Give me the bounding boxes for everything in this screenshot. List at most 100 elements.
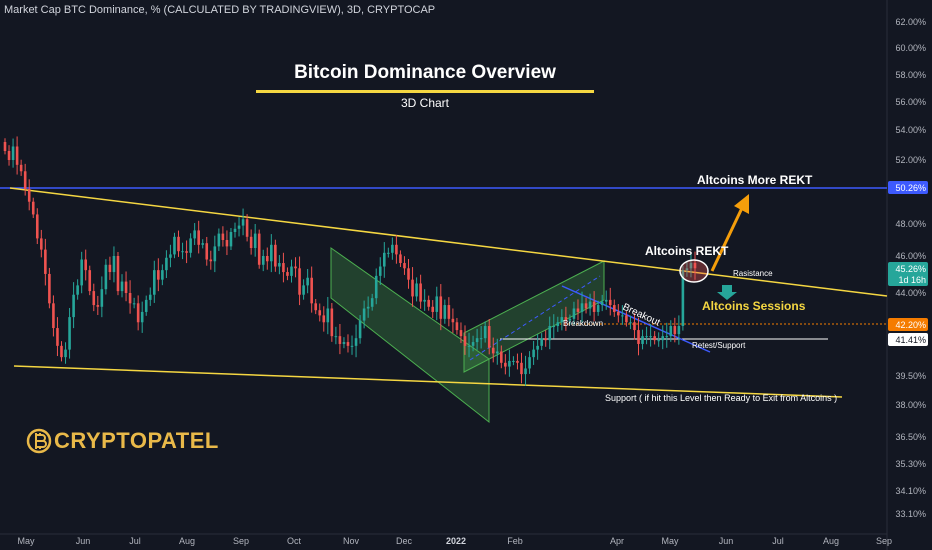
candle-up	[217, 233, 221, 247]
candle-up	[104, 264, 108, 290]
descending-channel	[330, 247, 490, 424]
x-tick: Aug	[823, 536, 839, 546]
candle-up	[532, 349, 535, 358]
breakout-trendline	[561, 285, 711, 353]
candle-up	[479, 338, 483, 340]
x-tick: Sep	[876, 536, 892, 546]
candle-down	[209, 259, 213, 262]
channel-dashed-line	[469, 275, 601, 361]
candle-up	[604, 299, 608, 302]
candle-up	[548, 326, 552, 341]
candle-up	[358, 320, 362, 339]
candle-up	[334, 336, 338, 338]
candle-down	[403, 263, 406, 269]
y-tick: 39.50%	[895, 371, 926, 381]
candle-down	[310, 277, 313, 304]
candle-up	[387, 252, 390, 254]
candle-down	[44, 249, 47, 274]
candle-up	[415, 283, 418, 297]
candle-up	[278, 263, 281, 267]
candle-up	[580, 303, 584, 312]
annotation-altcoins-more-rekt: Altcoins More REKT	[697, 173, 813, 187]
annotation-support: Support ( if hit this Level then Ready t…	[605, 393, 837, 403]
candle-up	[213, 246, 217, 262]
candle-up	[350, 345, 354, 347]
candle-up	[681, 270, 685, 327]
candle-down	[608, 299, 612, 306]
candle-up	[189, 238, 192, 253]
candle-down	[124, 281, 128, 293]
candle-up	[378, 266, 382, 276]
x-tick: 2022	[446, 536, 466, 546]
y-tick: 54.00%	[895, 125, 926, 135]
candle-down	[88, 270, 92, 292]
candle-down	[625, 315, 628, 323]
annotation-resistance: Rasistance	[733, 269, 773, 278]
candle-up	[306, 277, 309, 286]
candle-down	[96, 305, 100, 307]
candle-down	[249, 236, 253, 248]
x-tick: Jun	[76, 536, 91, 546]
candle-up	[80, 259, 83, 286]
candle-down	[395, 244, 398, 255]
candle-down	[653, 336, 656, 341]
candle-down	[322, 315, 326, 323]
candle-down	[491, 347, 495, 354]
candle-up	[540, 338, 543, 346]
y-tick: 35.30%	[895, 459, 926, 469]
candle-up	[370, 298, 374, 307]
candle-up	[173, 236, 176, 255]
candle-up	[621, 315, 624, 317]
time-axis: May Jun Jul Aug Sep Oct Nov Dec 2022 Feb…	[17, 536, 892, 546]
y-tick: 33.10%	[895, 509, 926, 519]
candle-down	[330, 308, 334, 337]
candle-down	[673, 326, 677, 335]
candle-down	[617, 311, 620, 316]
lower-trendline	[13, 365, 843, 398]
more-rekt-arrow-shaft	[710, 207, 744, 272]
x-tick: Oct	[287, 536, 302, 546]
candle-up	[649, 336, 652, 338]
candle-up	[302, 285, 305, 295]
candle-down	[136, 303, 140, 323]
candle-down	[504, 362, 507, 367]
brand-logo: CRYPTOPATEL	[26, 424, 219, 458]
candle-down	[427, 299, 430, 307]
y-tick: 52.00%	[895, 155, 926, 165]
candle-up	[443, 305, 447, 319]
candle-down	[463, 336, 467, 346]
y-tick: 62.00%	[895, 17, 926, 27]
y-tick: 38.00%	[895, 400, 926, 410]
candle-down	[15, 146, 19, 165]
candle-up	[685, 268, 689, 271]
candle-up	[253, 233, 257, 248]
candle-up	[326, 308, 330, 323]
candle-down	[221, 233, 225, 240]
candle-up	[508, 360, 511, 367]
candle-up	[120, 281, 124, 292]
annotation-altcoins-sessions: Altcoins Sessions	[702, 299, 806, 313]
candle-down	[407, 268, 410, 280]
candle-up	[169, 254, 172, 258]
candle-down	[185, 251, 188, 253]
candle-down	[40, 238, 43, 250]
candle-down	[576, 308, 580, 312]
candle-up	[237, 225, 241, 229]
candle-up	[72, 294, 75, 318]
candle-up	[165, 257, 168, 271]
candle-up	[68, 317, 71, 350]
y-tick: 44.00%	[895, 288, 926, 298]
candle-down	[3, 142, 7, 151]
candle-up	[383, 252, 386, 267]
candle-down	[294, 266, 297, 269]
upper-trendline	[9, 187, 888, 297]
candle-up	[471, 342, 475, 346]
candle-up	[148, 294, 152, 300]
altcoin-session-down-arrow	[717, 285, 737, 300]
candle-up	[528, 357, 531, 369]
candle-up	[374, 275, 378, 299]
candle-down	[516, 360, 519, 363]
candle-down	[23, 171, 27, 189]
candle-down	[419, 283, 422, 302]
candle-up	[435, 296, 439, 312]
